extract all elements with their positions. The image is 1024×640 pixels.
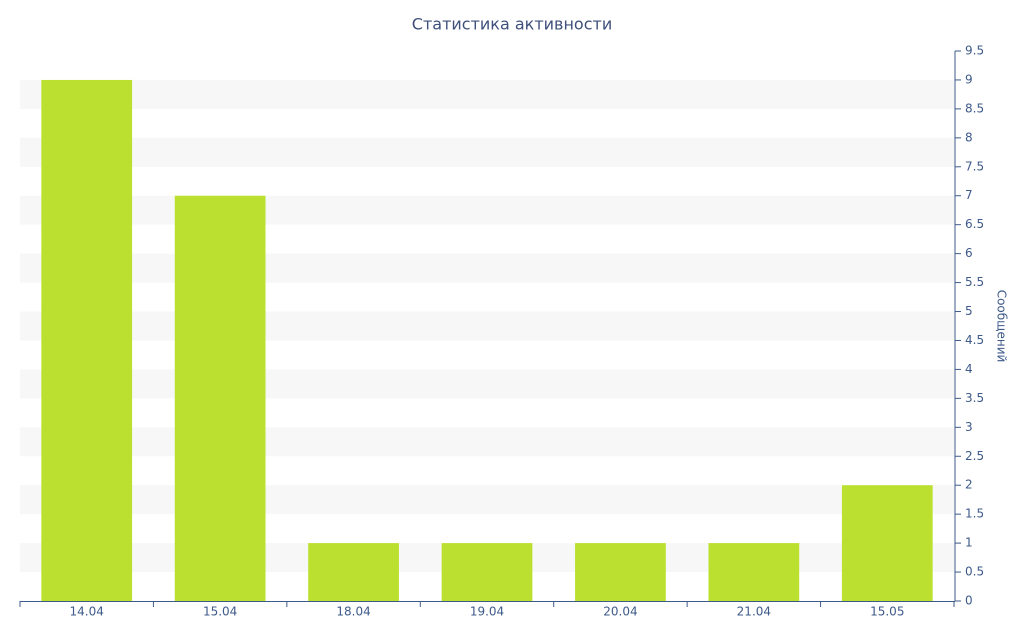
y-tick-label: 3 — [965, 420, 973, 434]
bar — [41, 79, 133, 601]
x-tick-label: 21.04 — [737, 605, 771, 619]
bar — [575, 543, 666, 601]
y-tick-label: 6 — [965, 246, 973, 260]
grid-band — [20, 79, 954, 109]
y-tick-label: 8.5 — [965, 101, 984, 115]
grid-band — [20, 311, 954, 341]
y-tick-label: 2 — [965, 478, 973, 492]
chart-title: Статистика активности — [412, 15, 612, 34]
bar — [708, 543, 800, 601]
y-tick-label: 0 — [965, 594, 973, 608]
bar — [841, 485, 933, 601]
y-tick-label: 9 — [965, 72, 973, 86]
y-tick-label: 1.5 — [965, 507, 984, 521]
y-tick-label: 5 — [965, 304, 973, 318]
bar — [174, 195, 266, 601]
x-tick-label: 15.05 — [870, 605, 904, 619]
y-tick-label: 4.5 — [965, 333, 984, 347]
bar — [441, 543, 533, 601]
grid-band — [20, 427, 954, 457]
y-tick-label: 5.5 — [965, 275, 984, 289]
x-tick-label: 18.04 — [336, 605, 370, 619]
y-tick-label: 3.5 — [965, 391, 984, 405]
grid-band — [20, 137, 954, 167]
y-tick-label: 8 — [965, 130, 973, 144]
y-tick-label: 4 — [965, 362, 973, 376]
bar — [308, 543, 399, 601]
y-tick-label: 1 — [965, 536, 973, 550]
grid-band — [20, 195, 954, 225]
y-tick-label: 7.5 — [965, 159, 984, 173]
y-tick-label: 9.5 — [965, 44, 984, 58]
y-tick-label: 7 — [965, 188, 973, 202]
x-tick-label: 14.04 — [70, 605, 104, 619]
y-tick-label: 6.5 — [965, 217, 984, 231]
y-tick-label: 2.5 — [965, 449, 984, 463]
y-axis-title: Сообщений — [995, 290, 1009, 363]
grid-band — [20, 485, 954, 515]
x-tick-label: 20.04 — [603, 605, 637, 619]
grid-band — [20, 253, 954, 283]
grid-band — [20, 369, 954, 399]
y-tick-label: 0.5 — [965, 565, 984, 579]
x-tick-label: 15.04 — [203, 605, 237, 619]
x-tick-label: 19.04 — [470, 605, 504, 619]
